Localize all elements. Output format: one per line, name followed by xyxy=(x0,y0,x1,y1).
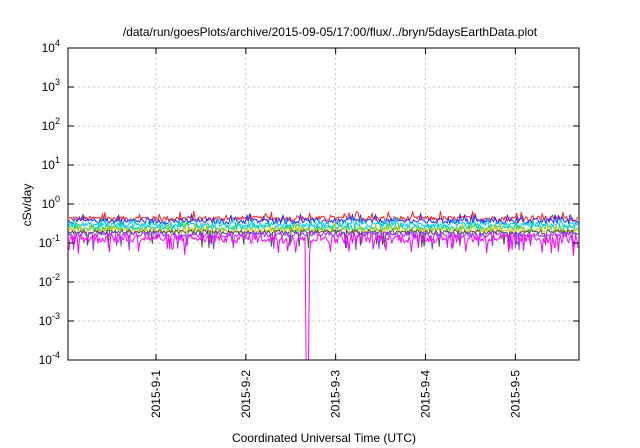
series-line-7 xyxy=(68,231,579,251)
x-tick-label: 2015-9-1 xyxy=(149,370,163,418)
y-tick-label: 10-2 xyxy=(39,272,60,289)
x-axis-label: Coordinated Universal Time (UTC) xyxy=(232,431,416,445)
y-tick-label: 104 xyxy=(42,38,60,55)
x-tick-label: 2015-9-5 xyxy=(508,370,522,418)
y-tick-label: 103 xyxy=(42,77,60,94)
y-tick-label: 10-3 xyxy=(39,311,60,328)
x-tick-label: 2015-9-4 xyxy=(419,370,433,418)
chart-title: /data/run/goesPlots/archive/2015-09-05/1… xyxy=(123,25,538,39)
series-line-8 xyxy=(68,233,579,361)
y-axis: 104 103 102 101 100 10-1 10-2 10-3 10-4 xyxy=(39,38,579,367)
y-tick-label: 101 xyxy=(42,155,60,172)
y-tick-label: 102 xyxy=(42,116,60,133)
y-axis-label: cSv/day xyxy=(20,184,34,227)
series-line-2 xyxy=(68,212,579,225)
x-tick-label: 2015-9-2 xyxy=(239,370,253,418)
series-line-3 xyxy=(68,216,579,228)
y-tick-label: 10-1 xyxy=(39,233,60,250)
y-tick-label: 100 xyxy=(42,194,60,211)
grid xyxy=(68,48,579,360)
series-group xyxy=(68,210,579,361)
series-line-1 xyxy=(68,210,579,222)
y-tick-label: 10-4 xyxy=(39,350,60,367)
x-axis: 2015-9-1 2015-9-2 2015-9-3 2015-9-4 2015-9-5 xyxy=(149,48,522,418)
x-tick-label: 2015-9-3 xyxy=(329,370,343,418)
